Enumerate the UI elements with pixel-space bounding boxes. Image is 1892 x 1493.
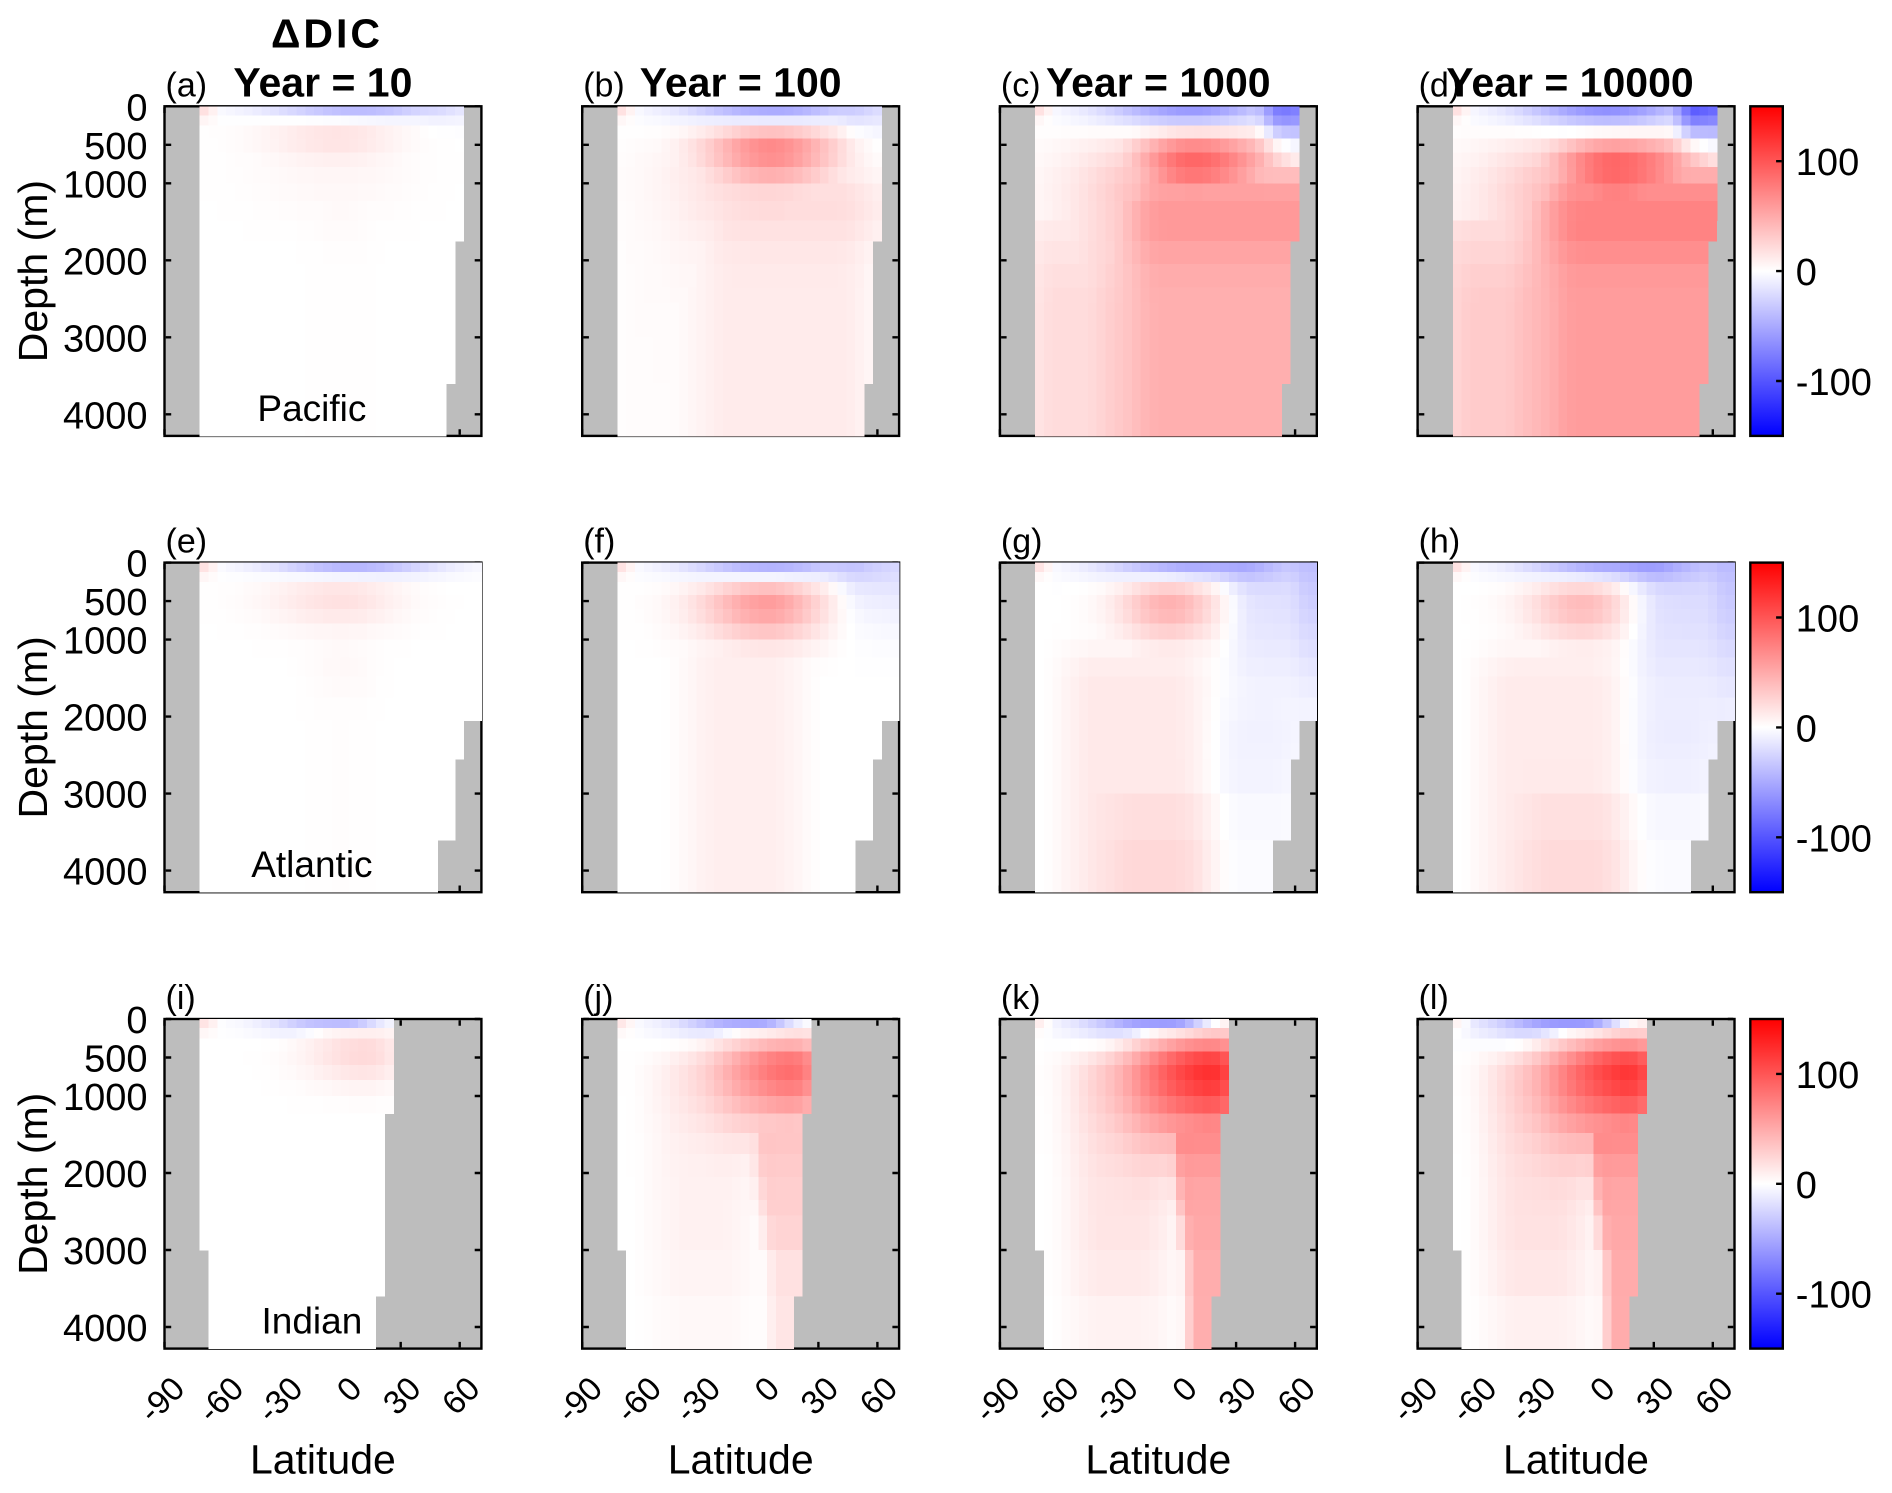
svg-text:(i): (i): [166, 979, 196, 1017]
svg-text:-100: -100: [1796, 362, 1872, 404]
svg-text:(c): (c): [1001, 66, 1041, 104]
svg-text:-100: -100: [1796, 1275, 1872, 1317]
svg-text:2000: 2000: [63, 241, 148, 283]
svg-text:100: 100: [1796, 599, 1859, 641]
svg-text:(h): (h): [1419, 523, 1461, 561]
svg-text:4000: 4000: [63, 852, 148, 894]
svg-text:(a): (a): [166, 66, 208, 104]
svg-text:0: 0: [126, 544, 147, 586]
svg-text:Latitude: Latitude: [668, 1436, 814, 1482]
svg-text:0: 0: [1796, 708, 1817, 750]
svg-text:Year = 10000: Year = 10000: [1446, 59, 1693, 105]
svg-text:0: 0: [126, 1000, 147, 1042]
svg-text:(d): (d): [1419, 66, 1461, 104]
svg-text:(k): (k): [1001, 979, 1041, 1017]
svg-text:(f): (f): [583, 523, 615, 561]
svg-text:(b): (b): [583, 66, 625, 104]
svg-text:500: 500: [84, 582, 147, 624]
svg-text:Year = 10: Year = 10: [233, 59, 412, 105]
svg-text:ΔDIC: ΔDIC: [271, 11, 383, 57]
svg-text:3000: 3000: [63, 318, 148, 360]
svg-text:Year = 100: Year = 100: [640, 59, 842, 105]
svg-text:2000: 2000: [63, 1154, 148, 1196]
svg-text:(e): (e): [166, 523, 208, 561]
svg-text:2000: 2000: [63, 698, 148, 740]
svg-text:Latitude: Latitude: [250, 1436, 396, 1482]
svg-text:(l): (l): [1419, 979, 1449, 1017]
svg-text:Depth (m): Depth (m): [10, 180, 56, 362]
svg-text:-100: -100: [1796, 818, 1872, 860]
svg-text:100: 100: [1796, 1055, 1859, 1097]
svg-text:1000: 1000: [63, 1077, 148, 1119]
svg-text:4000: 4000: [63, 395, 148, 437]
svg-text:Atlantic: Atlantic: [251, 844, 372, 885]
svg-text:Depth (m): Depth (m): [10, 636, 56, 818]
svg-text:(g): (g): [1001, 523, 1043, 561]
svg-text:500: 500: [84, 1039, 147, 1081]
svg-text:Latitude: Latitude: [1085, 1436, 1231, 1482]
svg-text:0: 0: [1796, 1165, 1817, 1207]
svg-text:4000: 4000: [63, 1308, 148, 1350]
svg-text:Pacific: Pacific: [257, 388, 366, 429]
svg-text:0: 0: [1796, 252, 1817, 294]
svg-text:Indian: Indian: [261, 1301, 362, 1342]
svg-text:0: 0: [126, 87, 147, 129]
svg-text:Depth (m): Depth (m): [10, 1093, 56, 1275]
svg-text:500: 500: [84, 126, 147, 168]
svg-text:Latitude: Latitude: [1503, 1436, 1649, 1482]
svg-text:1000: 1000: [63, 164, 148, 206]
svg-text:100: 100: [1796, 142, 1859, 184]
svg-text:3000: 3000: [63, 1231, 148, 1273]
svg-text:(j): (j): [583, 979, 613, 1017]
svg-text:Year = 1000: Year = 1000: [1046, 59, 1271, 105]
svg-text:3000: 3000: [63, 775, 148, 817]
svg-text:1000: 1000: [63, 621, 148, 663]
